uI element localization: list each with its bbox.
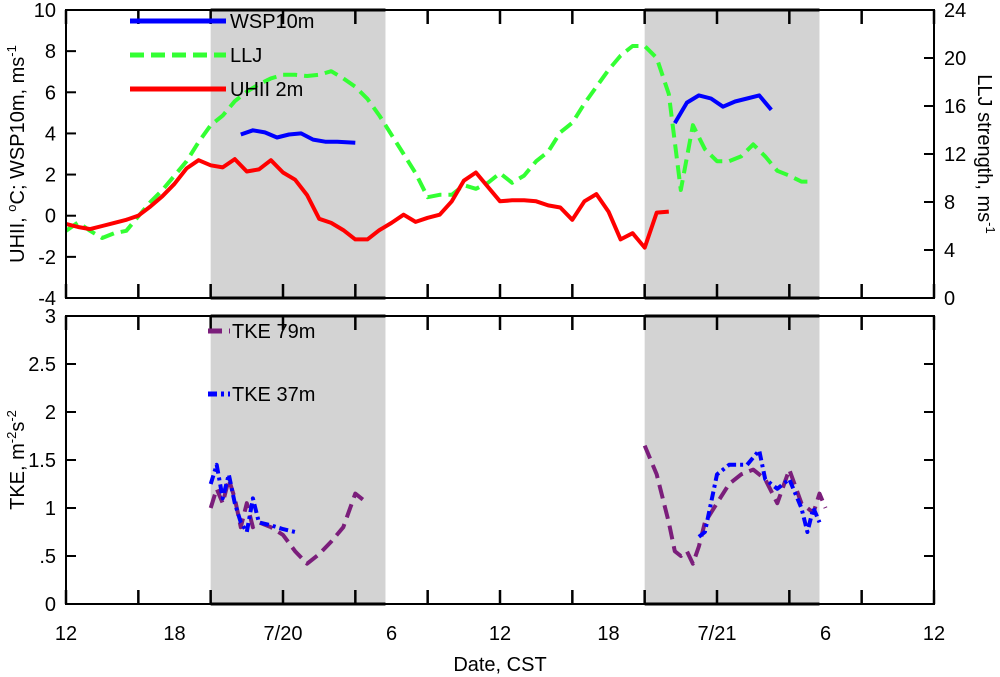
top-series-lines bbox=[64, 44, 814, 250]
series-llj-line-1 bbox=[64, 44, 814, 240]
y-tick-label: 2 bbox=[45, 402, 56, 424]
x-tick-label: 18 bbox=[597, 623, 619, 645]
shaded-interval-2 bbox=[644, 10, 820, 298]
y2-tick-label: 0 bbox=[944, 288, 955, 310]
shaded-interval-1 bbox=[210, 316, 386, 604]
top-y-axis-title: UHII, oC; WSP10m, ms-1 bbox=[4, 45, 29, 263]
y-tick-label: 6 bbox=[45, 82, 56, 104]
top-legend: WSP10m LLJ UHII 2m bbox=[130, 11, 314, 101]
series-uhii-2m-line-1 bbox=[65, 157, 669, 250]
x-axis-title: Date, CST bbox=[453, 654, 546, 676]
shaded-interval-1 bbox=[210, 10, 386, 298]
y2-tick-label: 12 bbox=[944, 144, 966, 166]
y-tick-label: 10 bbox=[34, 0, 56, 22]
y2-tick-label: 24 bbox=[944, 0, 966, 22]
y2-tick-label: 20 bbox=[944, 48, 966, 70]
bottom-shaded-intervals bbox=[210, 316, 820, 604]
bottom-series-lines bbox=[208, 444, 828, 566]
series-wsp10m-line-2 bbox=[673, 93, 773, 125]
x-tick-label: 18 bbox=[163, 623, 185, 645]
y-tick-label: 0 bbox=[45, 594, 56, 616]
x-tick-label: 6 bbox=[386, 623, 397, 645]
top-plot-frame bbox=[65, 9, 935, 299]
series-wsp10m-line-1 bbox=[240, 128, 356, 145]
shaded-interval-2 bbox=[644, 316, 820, 604]
y-tick-label: -4 bbox=[38, 288, 56, 310]
y2-tick-label: 4 bbox=[944, 240, 955, 262]
y-tick-label: 2.5 bbox=[28, 354, 56, 376]
top-y2-axis-title: LLJ strength, ms-1 bbox=[973, 74, 998, 233]
legend-label: TKE 79m bbox=[232, 321, 315, 343]
x-tick-label: 7/21 bbox=[698, 623, 737, 645]
y-tick-label: 1.5 bbox=[28, 450, 56, 472]
y-tick-label: 3 bbox=[45, 306, 56, 328]
series-tke-37m-line-2 bbox=[697, 448, 822, 539]
legend-label: WSP10m bbox=[230, 11, 314, 33]
y2-tick-label: 16 bbox=[944, 96, 966, 118]
y-tick-label: -2 bbox=[38, 247, 56, 269]
series-tke-79m-line-2 bbox=[642, 444, 828, 566]
series-tke-37m-line-1 bbox=[208, 462, 296, 534]
y2-tick-label: 8 bbox=[944, 192, 955, 214]
y-tick-label: 1 bbox=[45, 498, 56, 520]
legend-label: UHII 2m bbox=[230, 79, 303, 101]
y-tick-label: 2 bbox=[45, 165, 56, 187]
x-tick-label: 6 bbox=[820, 623, 831, 645]
y-tick-label: 0 bbox=[45, 206, 56, 228]
bottom-legend: TKE 79m TKE 37m bbox=[208, 321, 315, 406]
y-tick-label: .5 bbox=[39, 546, 56, 568]
top-shaded-intervals bbox=[210, 10, 820, 298]
bottom-y-axis-title: TKE, m-2s-2 bbox=[4, 410, 29, 510]
x-tick-label: 7/20 bbox=[264, 623, 303, 645]
x-tick-label: 12 bbox=[923, 623, 945, 645]
bottom-plot-frame bbox=[65, 315, 935, 605]
y-tick-label: 4 bbox=[45, 123, 56, 145]
legend-label: TKE 37m bbox=[232, 384, 315, 406]
y-tick-label: 8 bbox=[45, 41, 56, 63]
legend-label: LLJ bbox=[230, 45, 262, 67]
bottom-panel: 0 .5 1 1.5 2 2.5 3 12 18 7/20 6 12 18 7/21 6 12 TKE 79m… bbox=[4, 306, 945, 676]
x-tick-label: 12 bbox=[489, 623, 511, 645]
x-tick-label: 12 bbox=[55, 623, 77, 645]
